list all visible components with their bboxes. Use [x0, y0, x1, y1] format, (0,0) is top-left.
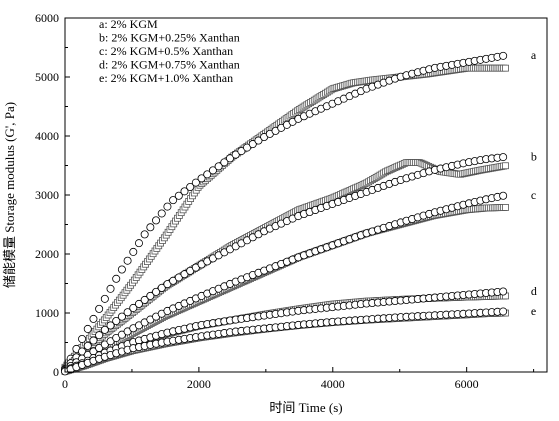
data-point-circle: [180, 187, 189, 196]
x-axis-title: 时间 Time (s): [269, 400, 342, 415]
data-point-square: [502, 204, 509, 211]
legend-entry: c: 2% KGM+0.5% Xanthan: [99, 44, 233, 58]
data-point-circle: [254, 136, 263, 145]
data-point-circle: [499, 191, 508, 200]
data-point-circle: [83, 324, 92, 333]
data-point-circle: [499, 51, 508, 60]
data-point-circle: [95, 331, 104, 340]
series-b-circle: [61, 153, 508, 374]
legend-entry: a: 2% KGM: [99, 17, 158, 31]
y-tick-label: 4000: [35, 129, 59, 143]
data-point-circle: [89, 336, 98, 345]
data-point-circle: [169, 196, 178, 205]
data-point-circle: [112, 274, 121, 283]
data-point-circle: [152, 216, 161, 225]
series-label-d: d: [531, 284, 537, 298]
series-e-circle: [61, 307, 508, 376]
series-a-circle: [61, 51, 508, 373]
y-axis-title: 储能模量 Storage modulus (G', Pa): [2, 102, 17, 288]
data-point-circle: [83, 341, 92, 350]
data-point-circle: [152, 287, 161, 296]
data-point-circle: [117, 265, 126, 274]
data-point-circle: [157, 283, 166, 292]
x-tick-label: 6000: [455, 377, 479, 391]
data-point-circle: [231, 150, 240, 159]
data-point-circle: [499, 307, 508, 316]
data-point-circle: [157, 209, 166, 218]
data-point-circle: [95, 304, 104, 313]
data-point-circle: [191, 178, 200, 187]
data-point-square: [502, 162, 509, 170]
data-point-circle: [243, 143, 252, 152]
data-point-circle: [123, 256, 132, 265]
data-point-circle: [78, 334, 87, 343]
data-point-circle: [123, 308, 132, 317]
x-tick-label: 2000: [187, 377, 211, 391]
data-point-circle: [100, 325, 109, 334]
data-point-circle: [140, 295, 149, 304]
data-point-circle: [499, 287, 508, 296]
data-point-circle: [248, 140, 257, 149]
series-label-c: c: [531, 188, 536, 202]
data-point-circle: [146, 223, 155, 232]
data-point-circle: [163, 202, 172, 211]
legend-entry: e: 2% KGM+1.0% Xanthan: [99, 71, 233, 85]
data-point-circle: [140, 230, 149, 239]
y-tick-label: 6000: [35, 11, 59, 25]
y-tick-label: 3000: [35, 188, 59, 202]
y-tick-label: 1000: [35, 306, 59, 320]
legend-entry: b: 2% KGM+0.25% Xanthan: [99, 31, 240, 45]
data-point-circle: [129, 247, 138, 256]
data-point-circle: [134, 239, 143, 248]
y-tick-label: 0: [53, 365, 59, 379]
data-point-circle: [226, 154, 235, 163]
y-tick-label: 2000: [35, 247, 59, 261]
data-point-circle: [146, 291, 155, 300]
data-point-circle: [499, 153, 508, 162]
data-point-square: [502, 64, 509, 72]
data-point-circle: [100, 294, 109, 303]
data-point-circle: [220, 158, 229, 167]
x-tick-label: 0: [62, 377, 68, 391]
data-point-circle: [203, 170, 212, 179]
axes-layer: 0 2000 4000 6000 0 1000 2000 3000 4000 5000 6000: [35, 11, 548, 391]
y-tick-label: 5000: [35, 70, 59, 84]
x-tick-label: 4000: [321, 377, 345, 391]
series-label-e: e: [531, 304, 536, 318]
data-point-circle: [106, 321, 115, 330]
data-point-circle: [106, 284, 115, 293]
data-point-circle: [214, 162, 223, 171]
series-label-b: b: [531, 150, 537, 164]
data-point-circle: [186, 182, 195, 191]
series-label-a: a: [531, 48, 537, 62]
data-point-circle: [134, 299, 143, 308]
data-point-circle: [174, 191, 183, 200]
data-point-circle: [89, 314, 98, 323]
data-point-circle: [117, 312, 126, 321]
data-point-circle: [112, 317, 121, 326]
legend-entry: d: 2% KGM+0.75% Xanthan: [99, 58, 240, 72]
marks-layer: a b c de: [61, 48, 537, 376]
data-point-circle: [197, 174, 206, 183]
data-point-circle: [237, 147, 246, 156]
data-point-circle: [208, 166, 217, 175]
series-c-circle: [61, 191, 508, 374]
data-point-circle: [129, 303, 138, 312]
